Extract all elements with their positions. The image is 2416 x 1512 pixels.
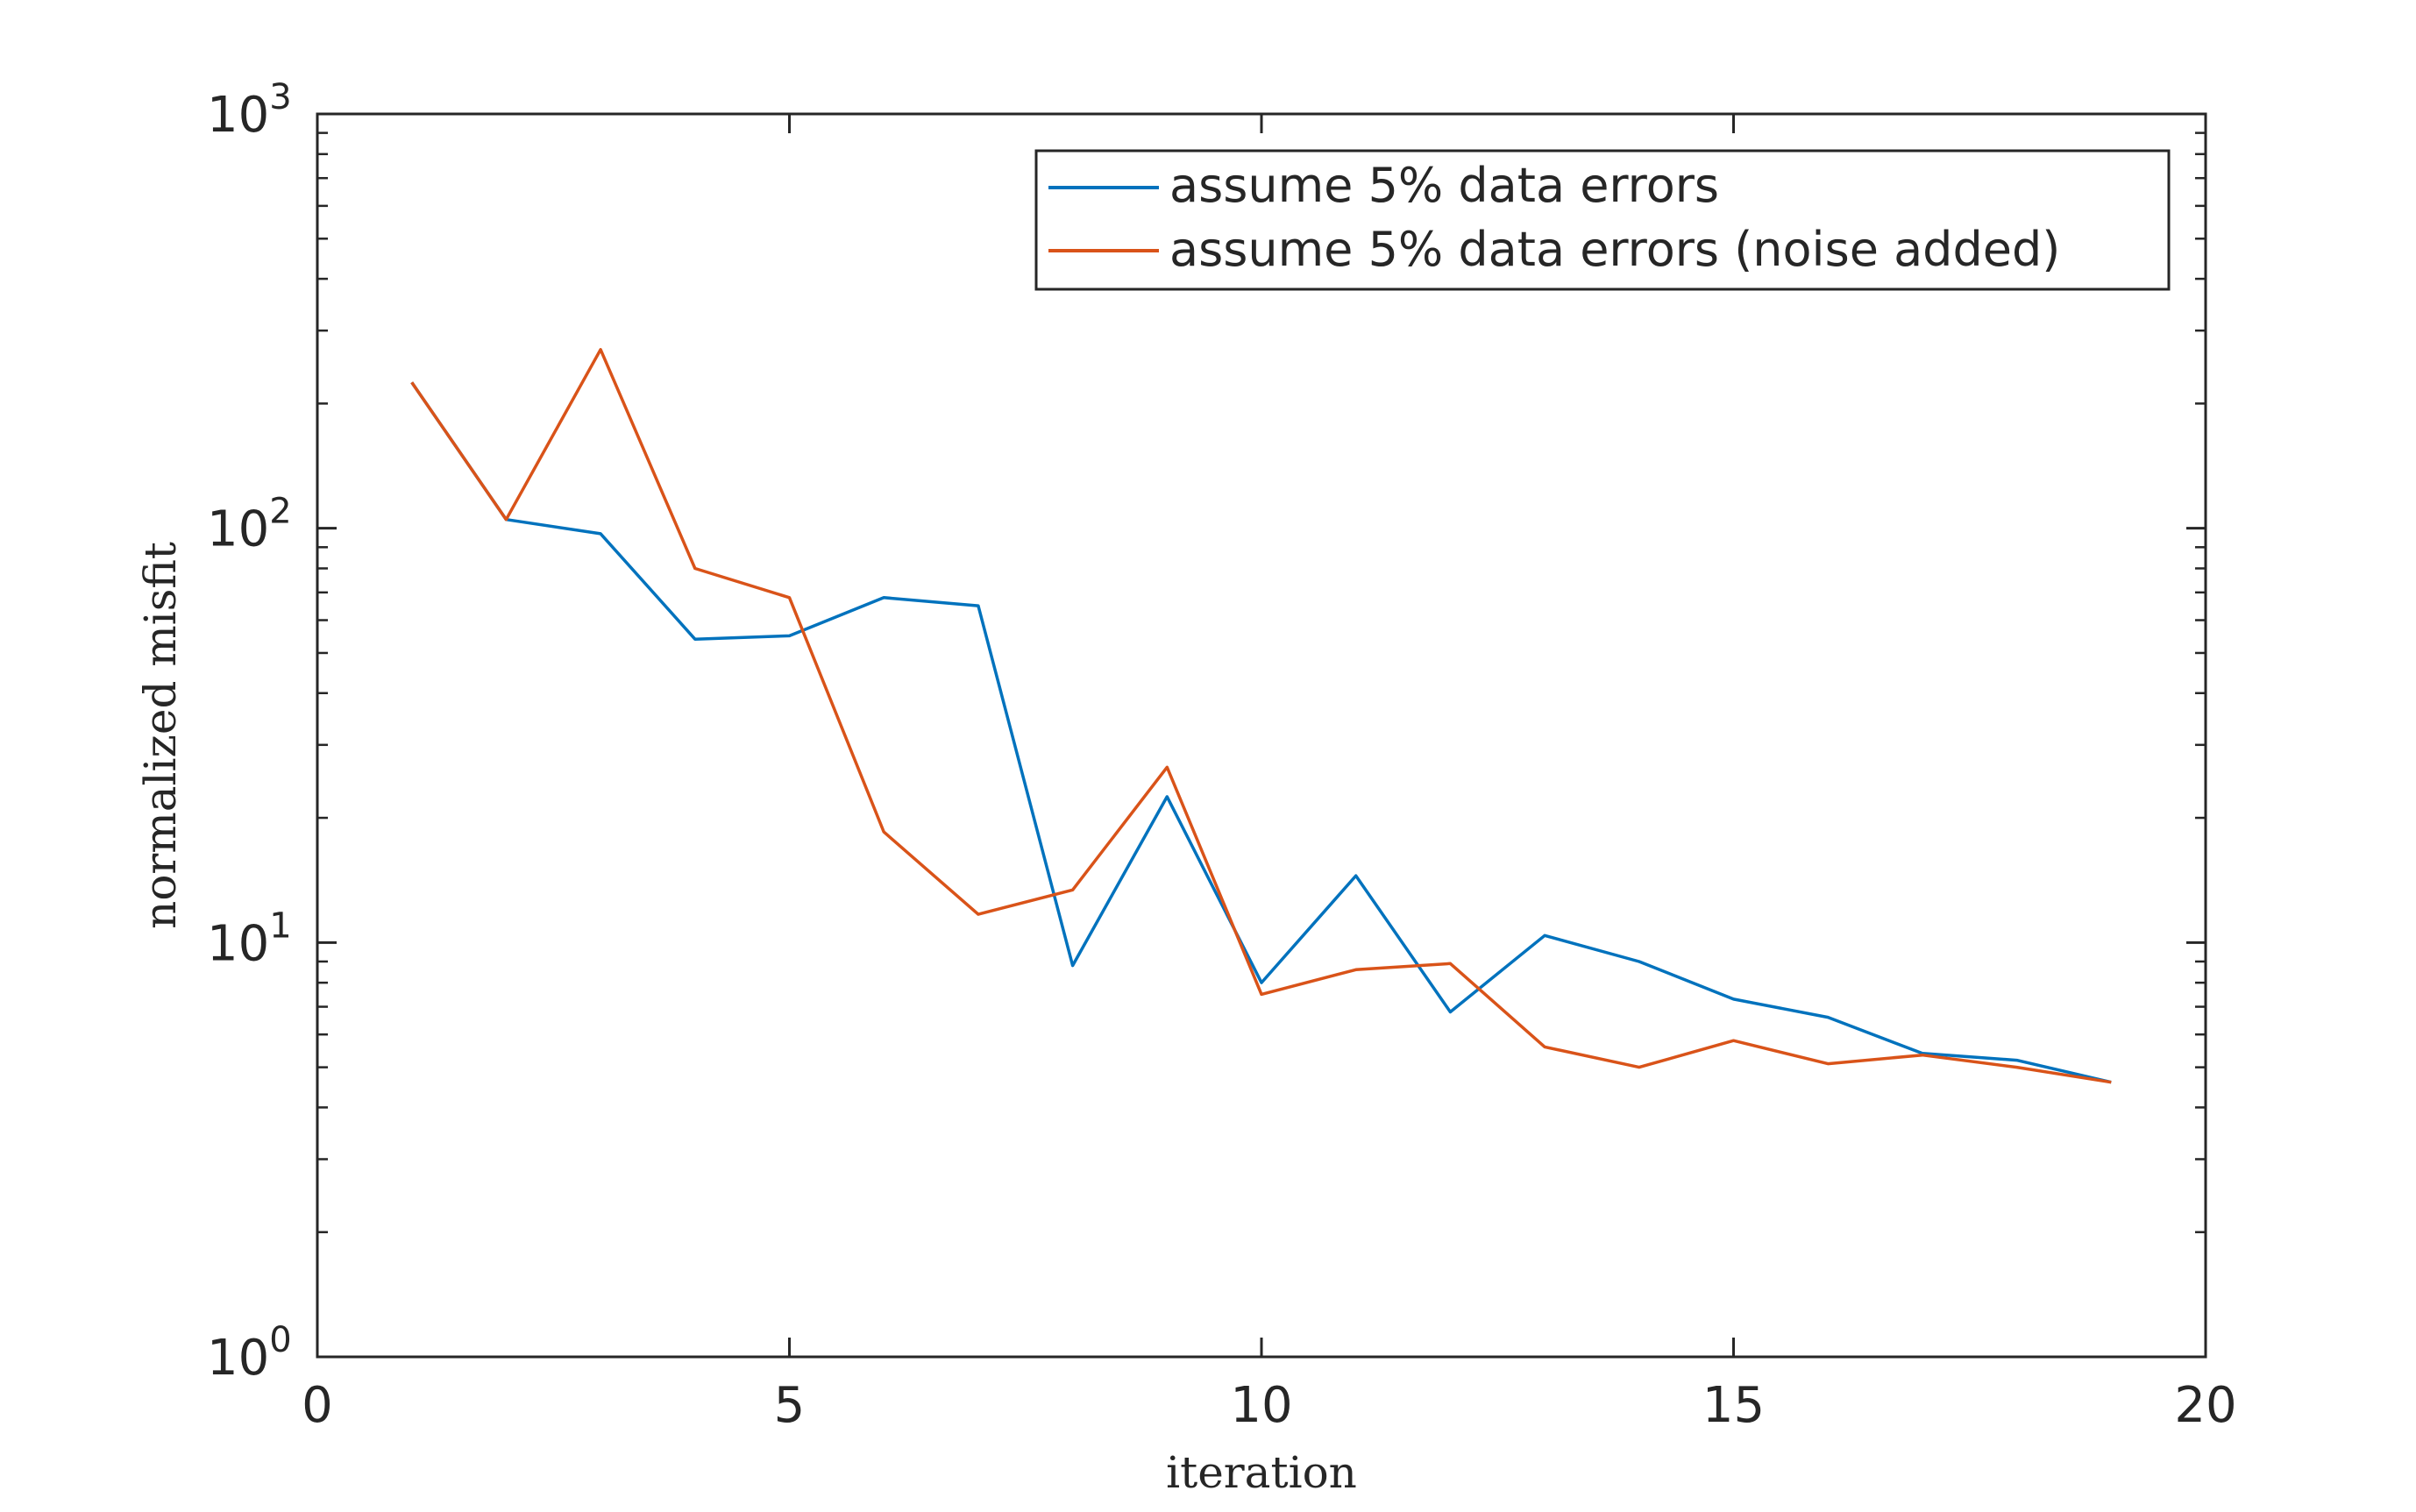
- legend-label-series-1: assume 5% data errors: [1169, 158, 1719, 213]
- x-tick-label: 20: [2174, 1377, 2236, 1434]
- x-tick-label: 5: [774, 1377, 806, 1434]
- x-tick-label: 15: [1702, 1377, 1765, 1434]
- series-line-1: [410, 381, 2112, 1084]
- legend-label-series-2: assume 5% data errors (noise added): [1169, 222, 2060, 277]
- y-tick-label-exponent: 1: [269, 905, 291, 946]
- minor-ticks: [317, 131, 2206, 1233]
- y-tick-label-base: 10: [207, 915, 269, 972]
- y-tick-label-base: 10: [207, 87, 269, 144]
- y-tick-label: 101: [207, 905, 292, 972]
- y-tick-label-exponent: 0: [269, 1320, 291, 1360]
- series-layer: [410, 348, 2112, 1084]
- plot-frame: [316, 112, 2207, 1359]
- x-tick-labels: 0 5 10 15 20: [302, 1377, 2236, 1434]
- y-tick-label-base: 10: [207, 1330, 269, 1387]
- plot-area: [317, 114, 2206, 1357]
- y-axis-label: normalized misfit: [135, 542, 186, 929]
- y-tick-label-exponent: 3: [269, 77, 291, 117]
- x-tick-label: 10: [1230, 1377, 1292, 1434]
- y-tick-label: 103: [207, 77, 292, 144]
- y-tick-label: 100: [207, 1320, 292, 1387]
- y-tick-label-exponent: 2: [269, 492, 291, 532]
- series-line-2: [410, 348, 2112, 1084]
- legend-box: [1034, 149, 2171, 291]
- x-tick-label: 0: [302, 1377, 333, 1434]
- legend: assume 5% data errors assume 5% data err…: [1034, 149, 2171, 291]
- x-axis-label: iteration: [1166, 1447, 1357, 1498]
- y-tick-label: 102: [207, 492, 292, 558]
- y-tick-label-base: 10: [207, 501, 269, 558]
